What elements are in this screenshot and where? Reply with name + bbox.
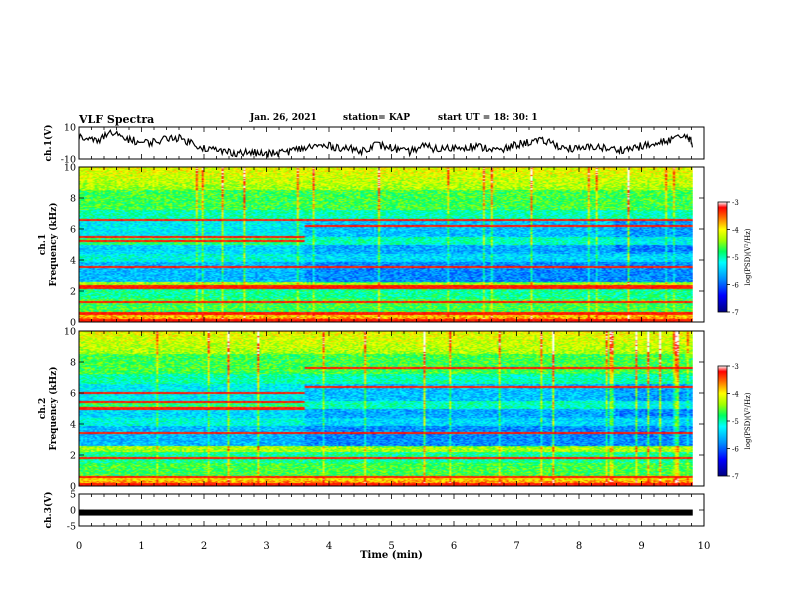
y-tick-label: -5 [67, 522, 76, 533]
y-tick-label: 2 [70, 451, 76, 462]
ch3-waveform-ylabel: ch.3(V) [43, 492, 54, 529]
y-tick-label: 10 [64, 327, 76, 338]
ch2-spectrogram-image [79, 331, 693, 486]
x-tick-label: 3 [263, 541, 269, 552]
x-axis-label: Time (min) [360, 550, 423, 561]
ch1-waveform-ylabel: ch.1(V) [43, 125, 54, 162]
ch1-colorbar [717, 201, 728, 313]
y-tick-label: 8 [70, 358, 76, 369]
x-tick-label: 7 [513, 541, 519, 552]
start-time-label: start UT = 18: 30: 1 [438, 113, 538, 123]
x-tick-label: 6 [451, 541, 457, 552]
y-tick-label: 4 [70, 256, 76, 267]
ch1-spectrogram-ylabel: ch.1 [38, 234, 48, 255]
date-label: Jan. 26, 2021 [250, 113, 317, 123]
x-tick-label: 10 [698, 541, 711, 552]
ch3-waveform-trace [79, 509, 693, 516]
ch1-spectrogram-ylabel: Frequency (kHz) [48, 202, 59, 286]
x-tick-label: 2 [201, 541, 207, 552]
ch2-colorbar-label: log(PSD)(V²/Hz) [744, 392, 752, 449]
figure-title: VLF Spectra [79, 113, 155, 126]
ch1-colorbar-tick-label: -4 [732, 227, 739, 235]
y-tick-label: 0 [70, 506, 76, 517]
ch2-colorbar-tick-label: -4 [732, 391, 739, 399]
ch2-spectrogram-ylabel: ch.2 [38, 398, 48, 419]
x-tick-label: 4 [326, 541, 332, 552]
ch1-colorbar-tick-label: -3 [732, 199, 739, 207]
ch2-colorbar-tick-label: -3 [732, 363, 739, 371]
spectrogram-images [79, 167, 693, 486]
ch1-waveform-trace [78, 129, 693, 158]
x-tick-label: 8 [576, 541, 582, 552]
y-tick-label: 6 [70, 389, 76, 400]
x-tick-label: 0 [76, 541, 82, 552]
ch2-colorbar-tick-label: -6 [732, 446, 739, 454]
y-tick-label: 10 [64, 123, 76, 134]
y-tick-label: 0 [70, 318, 76, 329]
ch1-colorbar-tick-label: -7 [732, 309, 739, 317]
ch1-spectrogram-image [79, 167, 693, 322]
y-tick-label: 4 [70, 420, 76, 431]
ch1-colorbar-tick-label: -5 [732, 254, 739, 262]
y-tick-label: 2 [70, 287, 76, 298]
y-tick-label: -10 [61, 155, 76, 166]
y-tick-label: 10 [64, 163, 76, 174]
y-tick-label: 8 [70, 194, 76, 205]
ch1-colorbar-label: log(PSD)(V²/Hz) [744, 228, 752, 285]
ch2-spectrogram-ylabel: Frequency (kHz) [48, 366, 59, 450]
x-tick-label: 1 [138, 541, 144, 552]
ch2-colorbar [717, 365, 728, 477]
y-tick-label: 5 [70, 490, 76, 501]
ch2-colorbar-tick-label: -7 [732, 473, 739, 481]
ch2-colorbar-tick-label: -5 [732, 418, 739, 426]
x-tick-label: 9 [638, 541, 644, 552]
y-tick-label: 6 [70, 225, 76, 236]
station-label: station= KAP [343, 113, 411, 123]
ch1-colorbar-tick-label: -6 [732, 282, 739, 290]
y-tick-label: 0 [70, 482, 76, 493]
x-tick-label: 5 [388, 541, 394, 552]
